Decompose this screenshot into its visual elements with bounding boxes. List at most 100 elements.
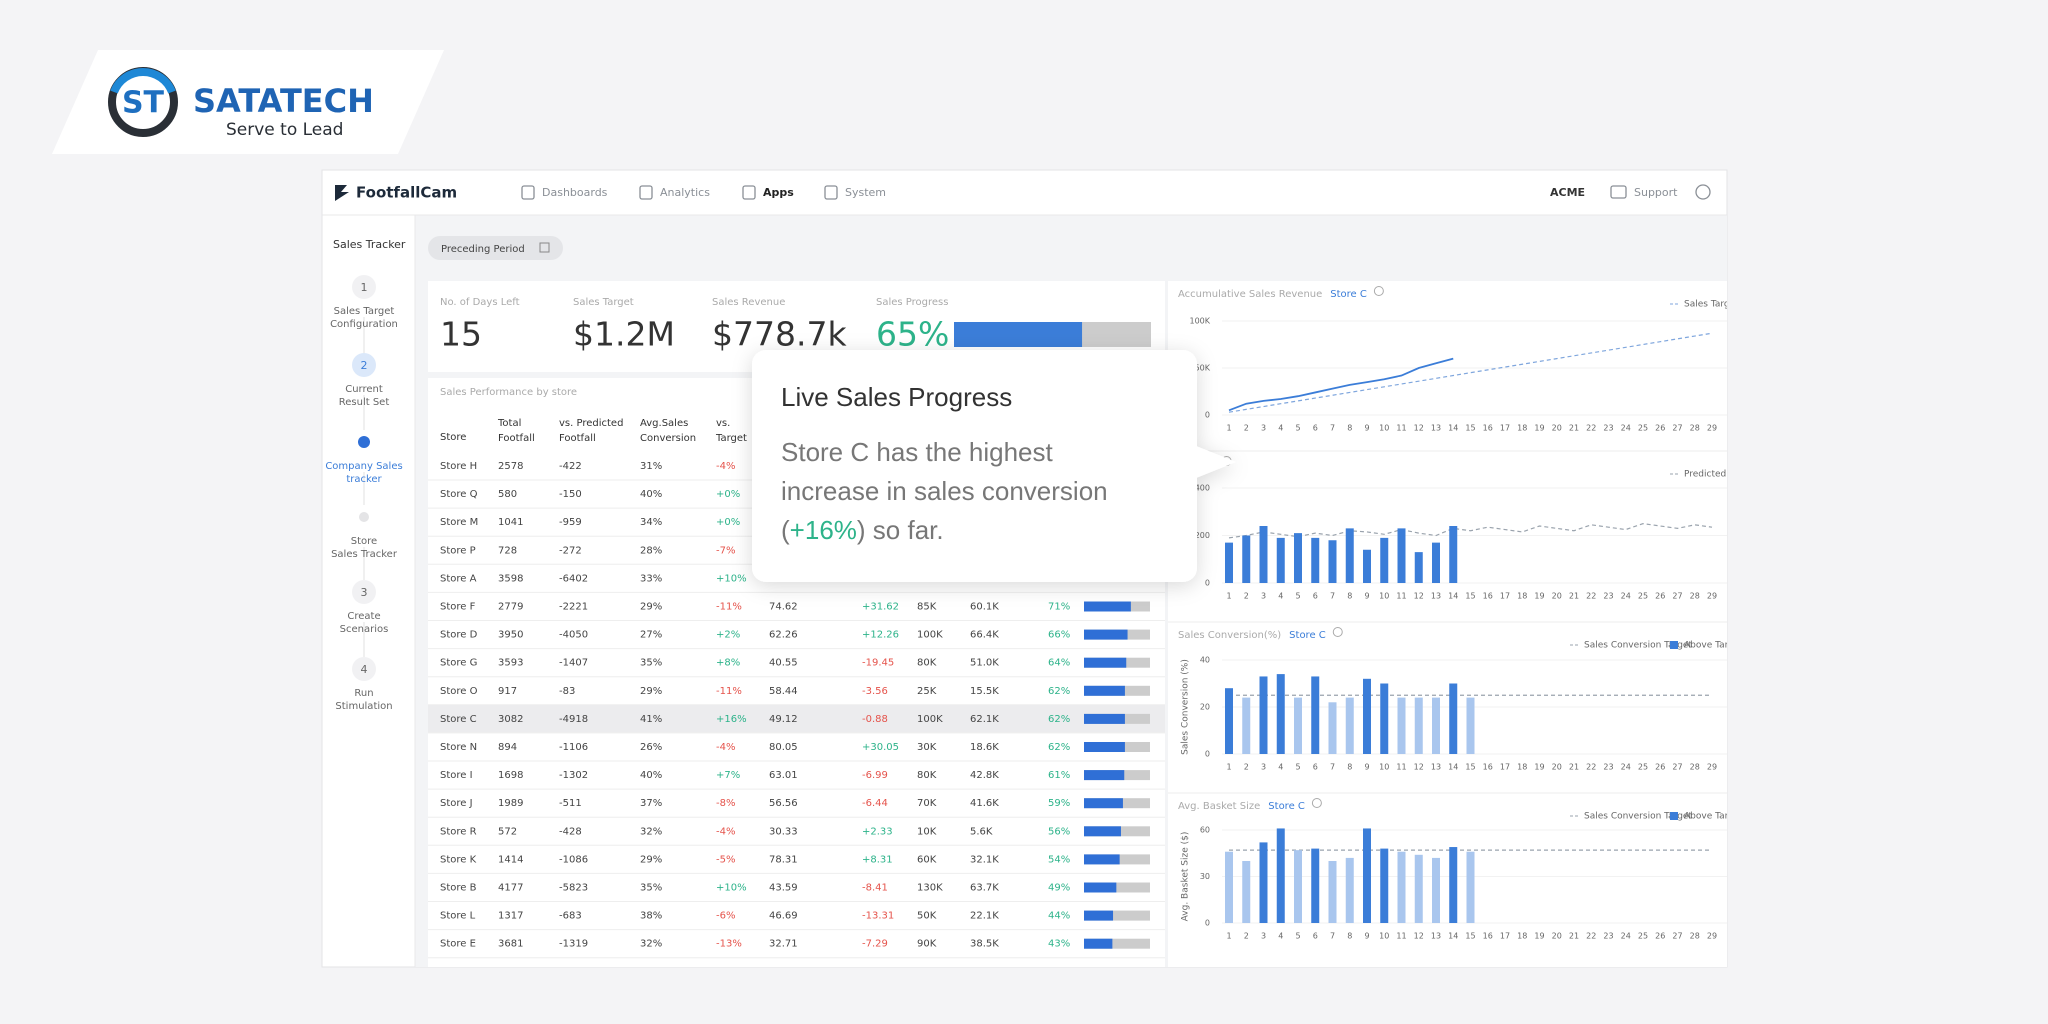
bar	[1276, 674, 1285, 754]
x-tick-label: 10	[1379, 763, 1389, 772]
x-tick-label: 5	[1295, 932, 1300, 941]
kpi-value: $778.7k	[712, 315, 847, 354]
table-cell: 100K	[917, 714, 943, 725]
table-cell: 50K	[917, 911, 937, 922]
table-cell: 80.05	[769, 742, 798, 753]
support[interactable]: Support	[1634, 186, 1678, 199]
table-cell: -6.99	[862, 770, 888, 781]
x-tick-label: 25	[1638, 932, 1648, 941]
bar	[1225, 851, 1233, 923]
step-label[interactable]: Stimulation	[335, 701, 392, 712]
bar	[1259, 842, 1268, 923]
table-cell: 32%	[640, 826, 662, 837]
table-cell: Store O	[440, 686, 478, 697]
nav-item[interactable]: Analytics	[660, 186, 710, 199]
table-cell: 3681	[498, 939, 523, 950]
bar	[1225, 542, 1233, 583]
account[interactable]: ACME	[1550, 186, 1585, 199]
bar	[1363, 549, 1371, 583]
step-label[interactable]: Create	[347, 611, 380, 622]
bar	[1311, 676, 1320, 754]
table-cell: 58.44	[769, 686, 798, 697]
step-label[interactable]: Scenarios	[340, 624, 389, 635]
x-tick-label: 1	[1226, 592, 1231, 601]
chart-store[interactable]: Store C	[1268, 801, 1305, 812]
table-cell: Store G	[440, 658, 477, 669]
x-tick-label: 24	[1621, 592, 1631, 601]
step-label[interactable]: Sales Tracker	[331, 549, 398, 560]
x-tick-label: 8	[1347, 932, 1352, 941]
chart-store[interactable]: Store C	[1330, 289, 1367, 300]
step-label[interactable]: Sales Target	[334, 306, 395, 317]
step-label[interactable]: Current	[345, 384, 383, 395]
chart-store[interactable]: Store C	[1289, 630, 1326, 641]
step-label[interactable]: Store	[351, 536, 377, 547]
table-cell: 2578	[498, 461, 523, 472]
row-highlight	[428, 704, 1165, 733]
bar	[1397, 528, 1406, 583]
x-tick-label: 6	[1313, 592, 1318, 601]
table-cell: 54%	[1048, 854, 1070, 865]
bar	[1449, 683, 1458, 754]
table-cell: Store B	[440, 883, 477, 894]
x-tick-label: 27	[1672, 424, 1682, 433]
table-header: Footfall	[498, 433, 535, 444]
progress-bar	[1084, 938, 1113, 949]
table-cell: -8.41	[862, 883, 888, 894]
x-tick-label: 20	[1552, 932, 1562, 941]
x-tick-label: 15	[1465, 932, 1475, 941]
table-cell: 100K	[917, 630, 943, 641]
table-cell: 728	[498, 545, 517, 556]
tooltip-line: Store C has the highest	[781, 437, 1053, 467]
progress-bar	[1084, 910, 1114, 921]
table-cell: 46.69	[769, 911, 798, 922]
table-cell: 78.31	[769, 854, 798, 865]
table-cell: 32.1K	[970, 854, 999, 865]
step-label[interactable]: tracker	[346, 474, 382, 485]
table-cell: 60.1K	[970, 602, 999, 613]
filter-pill[interactable]	[428, 236, 563, 260]
nav-icon	[742, 185, 756, 200]
legend-label: Actual Footfall	[1784, 470, 1848, 480]
table-cell: 41.6K	[970, 798, 999, 809]
bar	[1432, 697, 1440, 754]
step-label[interactable]: Configuration	[330, 319, 398, 330]
step-label[interactable]: Run	[354, 688, 373, 699]
nav-item[interactable]: Apps	[763, 186, 794, 199]
y-tick-label: 30	[1200, 872, 1210, 881]
table-cell: -6402	[559, 573, 588, 584]
x-tick-label: 5	[1295, 592, 1300, 601]
table-cell: -5823	[559, 883, 588, 894]
table-cell: 49.12	[769, 714, 798, 725]
table-cell: 34%	[640, 517, 662, 528]
x-tick-label: 5	[1295, 763, 1300, 772]
legend-swatch	[1770, 470, 1778, 478]
table-cell: 85K	[917, 602, 937, 613]
table-cell: 40%	[640, 770, 662, 781]
nav-item[interactable]: System	[845, 186, 886, 199]
bar	[1414, 854, 1423, 923]
table-cell: 90K	[917, 939, 937, 950]
brand-arc	[110, 68, 176, 94]
settings-icon[interactable]	[1695, 184, 1711, 200]
y-tick-label: 100K	[1189, 317, 1210, 326]
step-label[interactable]: Result Set	[339, 397, 390, 408]
x-tick-label: 4	[1278, 763, 1283, 772]
x-tick-label: 15	[1465, 763, 1475, 772]
table-cell: 29%	[640, 686, 662, 697]
nav-item[interactable]: Dashboards	[542, 186, 608, 199]
legend-label: Sales Conversion Target	[1584, 812, 1692, 822]
step-label[interactable]: Company Sales	[325, 461, 402, 472]
bar	[1311, 848, 1320, 923]
table-header: Total	[497, 418, 521, 429]
bar	[1414, 697, 1423, 754]
x-tick-label: 10	[1379, 932, 1389, 941]
x-tick-label: 22	[1586, 592, 1596, 601]
x-tick-label: 7	[1330, 932, 1335, 941]
table-cell: +10%	[716, 573, 747, 584]
table-cell: Store R	[440, 826, 477, 837]
table-cell: -1106	[559, 742, 588, 753]
tooltip-line: increase in sales conversion	[781, 476, 1108, 506]
